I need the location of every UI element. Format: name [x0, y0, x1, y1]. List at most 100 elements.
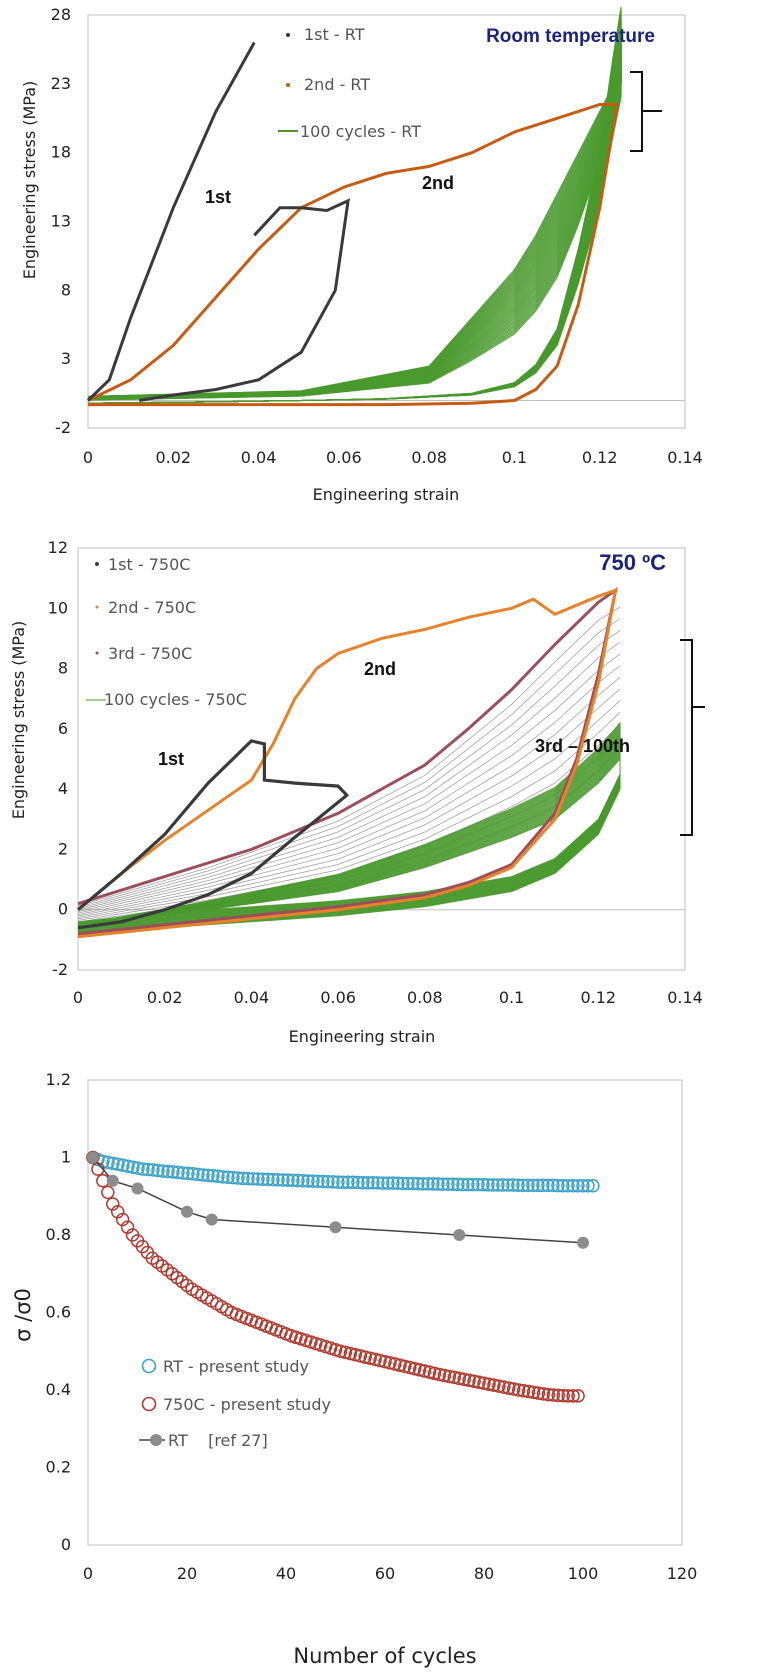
marker-750c-present — [492, 1379, 506, 1393]
marker-ref-27 — [453, 1229, 466, 1241]
legend-marker-3rd — [95, 651, 99, 655]
marker-ref-27 — [577, 1236, 589, 1249]
marker-rt-present — [196, 1168, 210, 1182]
marker-rt-present — [341, 1175, 355, 1190]
marker-750c-present — [556, 1388, 570, 1403]
marker-750c-present — [502, 1381, 516, 1395]
y-tick-label: 1 — [61, 1148, 71, 1167]
x-tick-label: 0.12 — [580, 988, 616, 1007]
marker-750c-present — [452, 1371, 466, 1386]
marker-rt-present — [541, 1178, 555, 1193]
marker-750c-present — [358, 1350, 372, 1364]
marker-750c-present — [442, 1369, 457, 1384]
y-tick-label: 0.6 — [46, 1303, 71, 1322]
marker-750c-present — [388, 1357, 402, 1371]
x-tick-label: 0.12 — [582, 448, 618, 467]
marker-750c-present — [333, 1344, 348, 1358]
legend-item-750c: 750C - present study — [163, 1395, 331, 1414]
x-tick-label: 40 — [276, 1564, 296, 1583]
x-tick-label: 0.06 — [326, 448, 362, 467]
marker-750c-present — [106, 1197, 120, 1211]
series-100-cycles-750c-early — [77, 618, 621, 908]
marker-750c-present — [561, 1389, 575, 1403]
x-axis-label: Engineering strain — [313, 485, 460, 504]
marker-rt-present — [166, 1165, 180, 1179]
marker-rt-present — [346, 1175, 360, 1190]
marker-rt-present — [561, 1179, 575, 1193]
marker-rt-present — [356, 1175, 370, 1190]
marker-rt-present — [266, 1172, 280, 1187]
marker-rt-present — [586, 1179, 600, 1193]
marker-rt-present — [376, 1176, 390, 1190]
plot-frame — [87, 14, 686, 429]
marker-rt-present — [301, 1174, 315, 1188]
marker-rt-present — [181, 1166, 195, 1181]
series-100-cycles-rt-loop — [87, 8, 622, 404]
y-tick-label: 13 — [51, 212, 71, 231]
marker-rt-present — [116, 1158, 130, 1172]
marker-750c-present — [437, 1368, 452, 1383]
legend-marker-2nd — [286, 83, 290, 87]
marker-rt-present — [201, 1168, 215, 1183]
y-axis-label: Engineering stress (MPa) — [9, 621, 28, 820]
marker-rt-present — [236, 1171, 250, 1186]
y-tick-label: 0.4 — [46, 1380, 71, 1399]
chart-750c: 0 0.02 0.04 0.06 0.08 0.1 0.12 0.14 -2 0 2 4 6 8 10 12… — [9, 538, 705, 1046]
marker-rt-present — [246, 1172, 260, 1186]
x-tick-label: 0.04 — [241, 448, 277, 467]
x-tick-label: 0.1 — [499, 988, 524, 1007]
y-axis-label: Engineering stress (MPa) — [20, 81, 39, 280]
marker-rt-present — [411, 1176, 425, 1191]
marker-rt-present — [206, 1168, 220, 1183]
x-tick-label: 0.08 — [407, 988, 443, 1007]
series-1st-rt-unload — [138, 198, 350, 402]
marker-750c-present — [393, 1358, 407, 1372]
marker-rt-present — [441, 1177, 455, 1191]
marker-rt-present — [516, 1178, 530, 1193]
marker-750c-present — [447, 1370, 462, 1385]
marker-750c-present — [343, 1346, 358, 1361]
x-tick-label: 80 — [474, 1564, 494, 1583]
chart-title: Room temperature — [486, 26, 655, 47]
x-tick-label: 0 — [83, 1564, 93, 1583]
annotation-2nd: 2nd — [422, 173, 454, 193]
marker-750c-present — [551, 1388, 565, 1403]
x-tick-label: 0 — [73, 988, 83, 1007]
marker-ref-27 — [329, 1221, 342, 1234]
x-tick-label: 0.02 — [147, 988, 183, 1007]
marker-rt-present — [486, 1178, 500, 1192]
legend-item-ref: RT [ref 27] — [168, 1431, 268, 1450]
marker-750c-present — [101, 1185, 115, 1200]
marker-750c-present — [363, 1351, 377, 1365]
legend-item-100: 100 cycles - 750C — [104, 690, 247, 709]
x-tick-label: 0.14 — [667, 988, 703, 1007]
marker-rt-present — [366, 1175, 380, 1190]
chart-title: 750 ºC — [599, 550, 666, 575]
y-tick-label: 1.2 — [46, 1070, 71, 1089]
series-100-cycles-750c-early — [77, 606, 621, 907]
marker-rt-present — [231, 1171, 245, 1185]
marker-rt-present — [291, 1173, 305, 1188]
marker-750c-present — [432, 1367, 447, 1382]
marker-rt-present — [481, 1178, 495, 1192]
series-100-cycles-750c-early — [77, 700, 621, 918]
cycles-bracket — [680, 639, 705, 836]
marker-750c-present — [477, 1376, 491, 1390]
x-tick-label: 0.06 — [320, 988, 356, 1007]
annotation-2nd: 2nd — [364, 659, 396, 679]
marker-rt-present — [391, 1176, 405, 1191]
marker-rt-present — [406, 1176, 420, 1191]
marker-rt-present — [506, 1178, 520, 1192]
legend-item-3rd: 3rd - 750C — [108, 644, 192, 663]
marker-ref-27 — [131, 1182, 144, 1195]
series-1st-750c — [76, 739, 350, 930]
marker-rt-present — [466, 1177, 480, 1192]
series-100-cycles-750c-early — [77, 641, 621, 911]
marker-rt-present — [491, 1178, 505, 1192]
marker-rt-present — [526, 1178, 540, 1193]
marker-750c-present — [110, 1205, 125, 1219]
marker-rt-present — [416, 1177, 430, 1191]
y-tick-label: 0 — [58, 900, 68, 919]
marker-750c-present — [497, 1380, 511, 1394]
marker-rt-present — [421, 1177, 435, 1191]
